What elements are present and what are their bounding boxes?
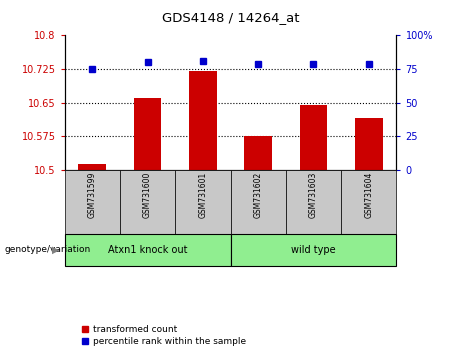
Legend: transformed count, percentile rank within the sample: transformed count, percentile rank withi… (78, 321, 249, 349)
Text: GDS4148 / 14264_at: GDS4148 / 14264_at (162, 11, 299, 24)
Bar (189, 71, 217, 170)
Text: GSM731603: GSM731603 (309, 172, 318, 218)
Text: GSM731602: GSM731602 (254, 172, 263, 218)
Bar (134, 98, 161, 170)
Text: GSM731601: GSM731601 (198, 172, 207, 218)
Bar (244, 136, 272, 170)
Bar (78, 164, 106, 170)
Text: ▶: ▶ (52, 245, 59, 255)
Text: Atxn1 knock out: Atxn1 knock out (108, 245, 187, 255)
Text: GSM731599: GSM731599 (88, 172, 97, 218)
Text: genotype/variation: genotype/variation (5, 245, 91, 254)
Text: GSM731604: GSM731604 (364, 172, 373, 218)
Bar (355, 118, 383, 170)
Text: GSM731600: GSM731600 (143, 172, 152, 218)
Text: wild type: wild type (291, 245, 336, 255)
Bar (300, 105, 327, 170)
